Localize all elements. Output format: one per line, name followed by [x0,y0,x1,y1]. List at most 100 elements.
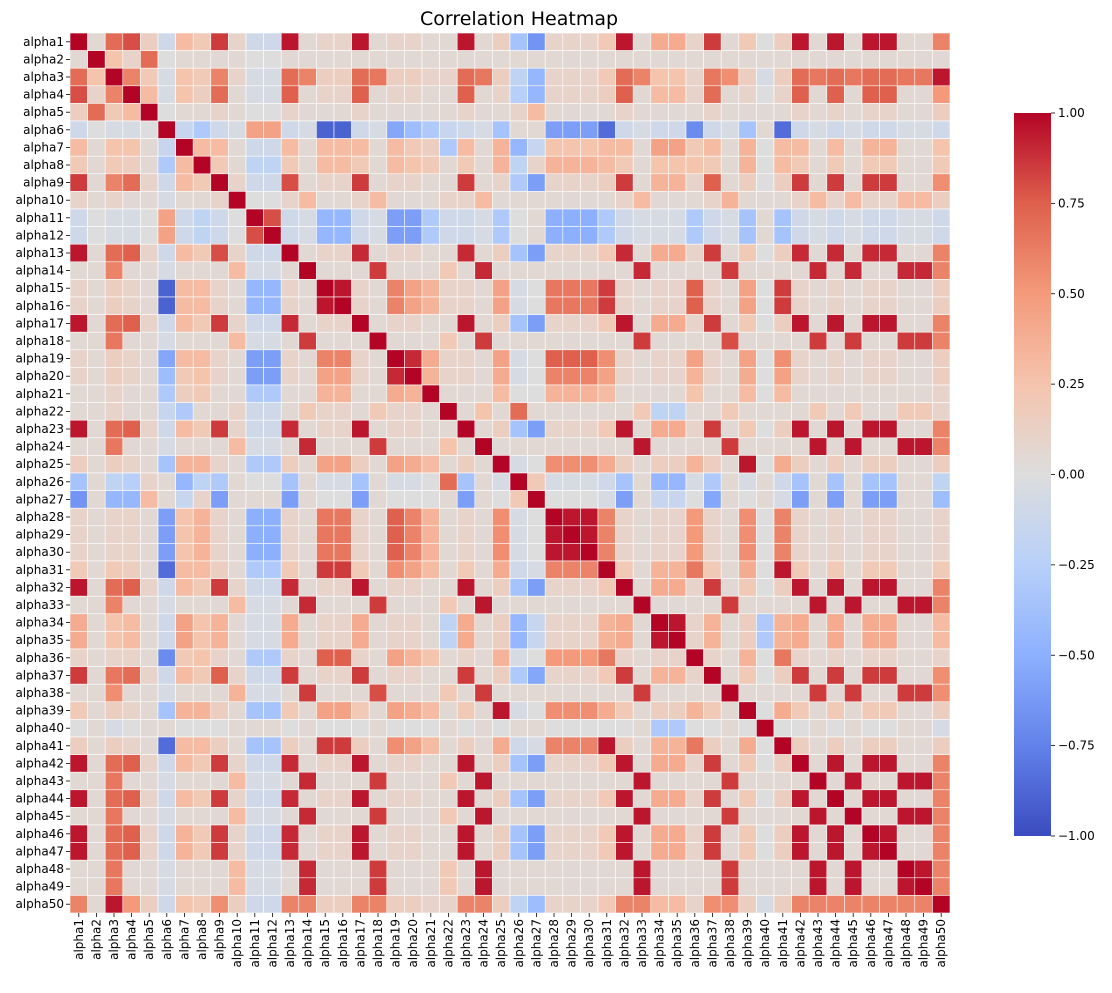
heatmap-cell [896,543,916,562]
heatmap-cell [175,666,194,685]
heatmap-cell [245,807,264,826]
heatmap-cell [808,560,828,579]
heatmap-cell [544,771,564,791]
heatmap-cell [773,859,792,879]
heatmap-cell [615,490,634,509]
heatmap-cell [773,895,792,914]
heatmap-cell [87,279,106,298]
heatmap-cell [562,578,581,597]
heatmap-cell [474,648,493,667]
heatmap-cell [404,208,423,227]
heatmap-cell [316,472,335,491]
heatmap-cell [685,895,704,914]
heatmap-cell [632,595,652,615]
heatmap-cell [668,103,687,122]
heatmap-cell [580,560,599,579]
heatmap-cell [192,279,212,298]
heatmap-cell [879,437,898,456]
heatmap-cell [404,771,423,791]
heatmap-cell [228,771,247,791]
heatmap-cell [175,138,194,157]
heatmap-cell [245,455,264,474]
heatmap-cell [703,120,722,139]
heatmap-cell [509,472,528,491]
heatmap-cell [386,349,405,368]
heatmap-cell [351,437,370,456]
heatmap-cell [210,419,229,439]
heatmap-cell [509,226,528,245]
heatmap-cell [474,560,493,579]
heatmap-cell [738,155,757,175]
heatmap-cell [192,525,212,544]
heatmap-cell [351,155,370,175]
heatmap-cell [896,331,916,351]
heatmap-cell [826,50,845,69]
heatmap-cell [368,771,388,791]
heatmap-cell [932,701,951,720]
heatmap-cell [615,349,634,368]
heatmap-cell [808,842,828,861]
heatmap-cell [615,719,634,738]
heatmap-cell [685,648,704,667]
heatmap-cell [738,683,757,703]
heatmap-cell [826,85,845,104]
heatmap-cell [914,314,933,333]
y-tick-label: alpha27 [15,492,64,506]
heatmap-cell [703,85,722,104]
heatmap-cell [650,807,669,826]
heatmap-cell [668,789,687,808]
heatmap-cell [826,771,845,791]
heatmap-cell [932,208,951,227]
heatmap-cell [87,120,106,139]
heatmap-cell [439,173,458,192]
heatmap-cell [650,279,669,298]
heatmap-cell [175,173,194,192]
heatmap-cell [404,895,423,914]
heatmap-cell [509,525,528,544]
heatmap-cell [720,32,740,51]
heatmap-cell [773,103,792,122]
heatmap-cell [421,560,440,579]
heatmap-cell [157,683,176,703]
heatmap-cell [316,85,335,104]
heatmap-cell [421,683,440,703]
heatmap-cell [720,120,740,139]
heatmap-cell [456,226,476,245]
heatmap-cell [632,789,652,808]
heatmap-cell [896,877,916,896]
heatmap-cell [439,507,458,527]
heatmap-cell [280,895,300,914]
heatmap-cell [351,490,370,509]
heatmap-cell [404,261,423,280]
heatmap-cell [650,85,669,104]
heatmap-cell [245,719,264,738]
heatmap-cell [668,243,687,263]
heatmap-cell [87,367,106,386]
heatmap-cell [140,807,159,826]
heatmap-cell [509,789,528,808]
heatmap-cell [896,507,916,527]
heatmap-cell [685,507,704,527]
heatmap-cell [756,525,775,544]
heatmap-cell [140,719,159,738]
heatmap-cell [861,613,880,632]
heatmap-cell [368,455,388,474]
x-tick-label: alpha18 [371,919,385,968]
heatmap-cell [650,543,669,562]
heatmap-cell [650,490,669,509]
heatmap-cell [386,543,405,562]
heatmap-cell [544,208,564,227]
heatmap-cell [474,701,493,720]
heatmap-cell [421,155,440,175]
heatmap-cell [879,208,898,227]
heatmap-cell [844,490,863,509]
heatmap-cell [157,824,176,843]
heatmap-cell [210,261,229,280]
heatmap-cell [826,472,845,491]
heatmap-cell [896,595,916,615]
heatmap-cell [140,631,159,650]
heatmap-cell [932,243,951,263]
heatmap-cell [333,736,352,755]
heatmap-cell [104,437,124,456]
heatmap-cell [826,701,845,720]
